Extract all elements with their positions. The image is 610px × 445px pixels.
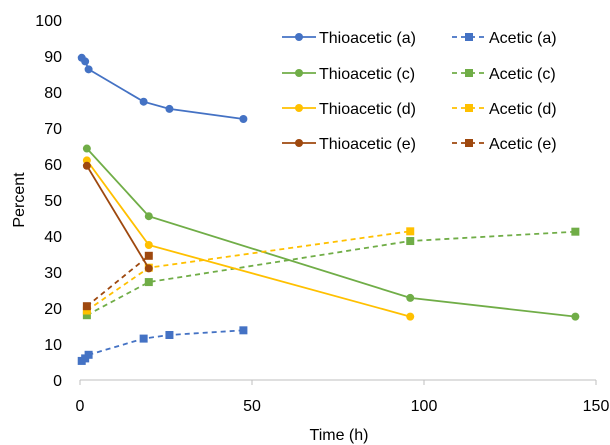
data-point <box>82 306 91 315</box>
series-line <box>86 147 576 318</box>
y-tick-label: 10 <box>44 337 62 354</box>
data-point <box>406 293 415 302</box>
data-point <box>144 251 153 260</box>
data-point <box>82 311 91 320</box>
legend-swatch-marker <box>295 69 303 77</box>
legend-label: Acetic (a) <box>489 30 557 47</box>
series-4 <box>82 227 580 320</box>
data-point <box>84 65 93 74</box>
legend-item: Thioacetic (c) <box>282 66 415 83</box>
data-point <box>239 326 248 335</box>
series-2 <box>77 326 248 365</box>
series-line <box>86 230 576 316</box>
series-5 <box>82 156 415 321</box>
legend-swatch-marker <box>465 33 473 41</box>
legend-label: Thioacetic (a) <box>319 30 416 47</box>
y-axis-title: Percent <box>11 172 28 228</box>
legend-swatch-marker <box>465 104 473 112</box>
y-tick-label: 60 <box>44 157 62 174</box>
data-point <box>84 350 93 359</box>
series-1 <box>77 53 248 123</box>
series-line <box>86 230 411 312</box>
legend-item: Thioacetic (e) <box>282 136 416 153</box>
series-line <box>81 57 244 120</box>
y-tick-label: 40 <box>44 229 62 246</box>
legend-item: Acetic (c) <box>452 66 556 83</box>
legend-item: Acetic (d) <box>452 101 557 118</box>
data-point <box>144 264 153 273</box>
data-point <box>139 334 148 343</box>
y-tick-label: 20 <box>44 301 62 318</box>
series-line <box>86 255 150 307</box>
data-point <box>82 144 91 153</box>
series-layer <box>77 53 580 365</box>
legend-label: Thioacetic (c) <box>319 66 415 83</box>
x-tick-label: 0 <box>76 398 85 415</box>
data-point <box>144 278 153 287</box>
y-tick-label: 0 <box>53 373 62 390</box>
data-point <box>165 104 174 113</box>
data-point <box>82 161 91 170</box>
legend-label: Acetic (e) <box>489 136 557 153</box>
legend-label: Thioacetic (d) <box>319 101 416 118</box>
data-point <box>165 331 174 339</box>
legend-item: Acetic (a) <box>452 30 557 47</box>
data-point <box>406 237 415 246</box>
x-tick-label: 150 <box>583 398 610 415</box>
data-point <box>406 312 415 321</box>
y-tick-label: 50 <box>44 193 62 210</box>
data-point <box>406 227 415 236</box>
data-point <box>571 227 580 236</box>
y-tick-label: 30 <box>44 265 62 282</box>
axes: 0 50 100 150 0 10 20 30 40 50 60 70 80 90 100 <box>35 13 609 415</box>
legend-swatch-marker <box>465 139 473 147</box>
y-tick-label: 80 <box>44 85 62 102</box>
legend-swatch-marker <box>295 139 303 147</box>
data-point <box>571 312 580 321</box>
y-tick-label: 100 <box>35 13 62 30</box>
legend-item: Thioacetic (a) <box>282 30 416 47</box>
legend-label: Acetic (c) <box>489 66 556 83</box>
series-3 <box>82 144 580 321</box>
data-point <box>139 97 148 106</box>
y-tick-label: 90 <box>44 49 62 66</box>
data-point <box>144 241 153 249</box>
series-8 <box>82 251 153 311</box>
series-line <box>81 329 244 362</box>
x-axis-title: Time (h) <box>310 427 369 444</box>
legend: Thioacetic (a) Acetic (a) Thioacetic (c) Ac… <box>282 30 557 153</box>
data-point <box>82 302 91 311</box>
legend-swatch-marker <box>295 104 303 112</box>
legend-swatch-marker <box>295 33 303 41</box>
legend-label: Acetic (d) <box>489 101 557 118</box>
y-tick-label: 70 <box>44 121 62 138</box>
legend-swatch-marker <box>465 69 473 77</box>
data-point <box>144 212 153 221</box>
legend-item: Acetic (e) <box>452 136 557 153</box>
x-tick-label: 50 <box>243 398 261 415</box>
legend-label: Thioacetic (e) <box>319 136 416 153</box>
series-7 <box>82 161 153 273</box>
series-line <box>86 165 150 269</box>
x-tick-label: 100 <box>411 398 438 415</box>
data-point <box>239 115 248 123</box>
legend-item: Thioacetic (d) <box>282 101 416 118</box>
data-point <box>81 57 90 66</box>
